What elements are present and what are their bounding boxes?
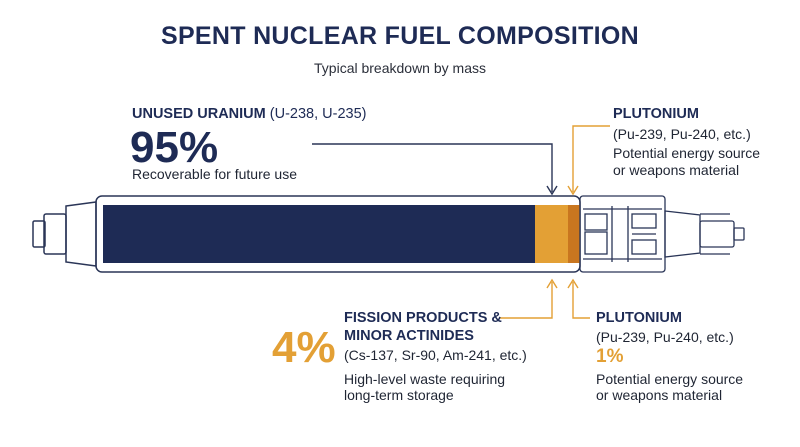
plutonium-top-heading: PLUTONIUM (613, 106, 699, 122)
right-end-cap (699, 220, 735, 248)
uranium-arrowhead (546, 185, 558, 196)
plutonium-top-note-1: Potential energy source (613, 145, 761, 161)
uranium-note: Recoverable for future use (132, 166, 297, 182)
spring-block-3 (631, 213, 657, 229)
diagram-subtitle: Typical breakdown by mass (314, 60, 486, 76)
fission-percent: 4% (272, 323, 336, 372)
plutonium-bottom-heading: PLUTONIUM (596, 310, 682, 326)
spring-block-1 (584, 213, 608, 231)
fission-note-1: High-level waste requiring (344, 371, 506, 387)
fission-heading-1: FISSION PRODUCTS & (344, 310, 502, 326)
uranium-heading: UNUSED URANIUM (U-238, U-235) (132, 106, 366, 122)
fission-leader-line (500, 282, 553, 319)
left-end-cap-mid (43, 213, 67, 255)
plutonium-top-arrowhead (567, 185, 579, 196)
uranium-isotopes: (U-238, U-235) (269, 106, 367, 122)
fission-products-segment (535, 205, 568, 263)
diagram-title: SPENT NUCLEAR FUEL COMPOSITION (160, 22, 639, 50)
fission-note-2: long-term storage (344, 387, 454, 403)
fission-isotopes: (Cs-137, Sr-90, Am-241, etc.) (344, 347, 527, 363)
spring-block-2 (584, 231, 608, 255)
plutonium-bottom-isotopes: (Pu-239, Pu-240, etc.) (596, 329, 734, 345)
left-end-cap-small (32, 220, 46, 248)
plutonium-top-leader-line (572, 125, 610, 192)
plutonium-segment (568, 205, 580, 263)
right-end-taper (664, 210, 701, 258)
plutonium-bottom-percent: 1% (596, 346, 624, 367)
left-end-taper (65, 201, 97, 267)
plutonium-bottom-note-1: Potential energy source (596, 371, 744, 387)
plutonium-top-note-2: or weapons material (613, 162, 740, 178)
uranium-heading-text: UNUSED URANIUM (132, 106, 266, 122)
uranium-segment (103, 205, 535, 263)
uranium-leader-line (312, 143, 553, 192)
plutonium-top-isotopes: (Pu-239, Pu-240, etc.) (613, 126, 751, 142)
fission-heading-2: MINOR ACTINIDES (344, 328, 474, 344)
fission-arrowhead (546, 278, 558, 289)
right-end-tip (733, 227, 745, 241)
plutonium-bottom-note-2: or weapons material (596, 387, 723, 403)
plutonium-bottom-arrowhead (567, 278, 579, 289)
plutonium-bottom-leader-line (572, 282, 590, 319)
spring-block-4 (631, 239, 657, 255)
uranium-percent: 95% (130, 123, 219, 172)
